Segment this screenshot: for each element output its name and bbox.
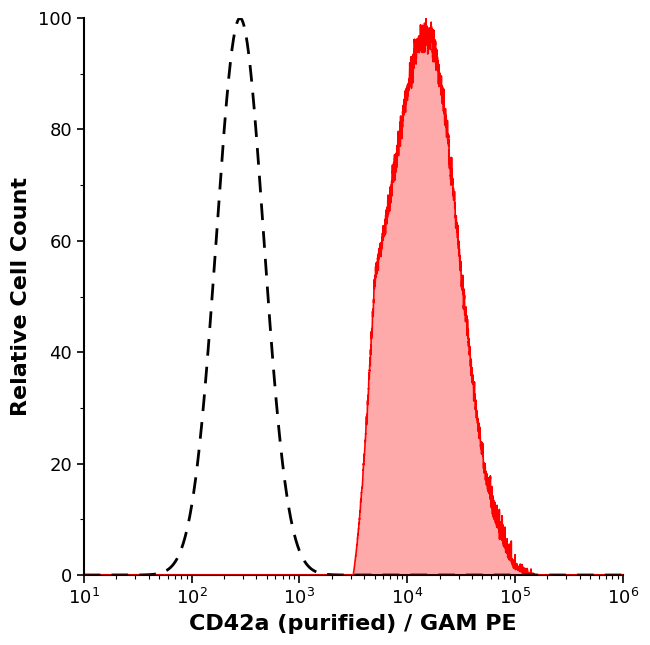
Y-axis label: Relative Cell Count: Relative Cell Count: [11, 177, 31, 416]
X-axis label: CD42a (purified) / GAM PE: CD42a (purified) / GAM PE: [189, 614, 517, 634]
